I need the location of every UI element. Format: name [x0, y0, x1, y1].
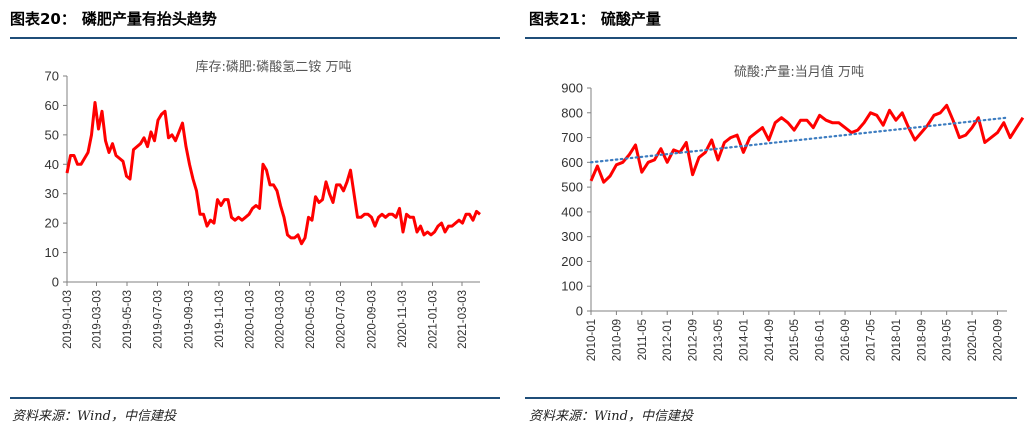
right-chart: 硫酸:产量:当月值 万吨 0 100 200 300 400 500 600 700 800 900…: [561, 64, 1025, 361]
left-x-tick-label: 2020-09-03: [367, 290, 379, 349]
right-x-tick-label: 2014-09: [764, 319, 776, 361]
right-source-note: 资料来源：Wind，中信建投: [529, 409, 693, 424]
right-x-tick-label: 2011-05: [637, 319, 649, 360]
right-x-tick-label: 2020-01: [967, 319, 979, 361]
left-x-tick-label: 2019-07-03: [153, 290, 165, 349]
right-x-tick-label: 2015-05: [789, 319, 801, 361]
left-x-tick-label: 2019-01-03: [62, 290, 74, 349]
left-x-tick-label: 2020-11-03: [397, 290, 409, 348]
left-top-rule: [10, 37, 500, 39]
left-y-tick-label: 40: [45, 157, 59, 172]
left-figure-title: 图表20： 磷肥产量有抬头趋势: [10, 8, 223, 29]
right-x-tick-label: 2016-01: [815, 319, 827, 361]
left-chart-title: 库存:磷肥:磷酸氢二铵 万吨: [196, 59, 352, 75]
left-figure-panel: 图表20： 磷肥产量有抬头趋势 库存:磷肥:磷酸氢二铵 万吨 0 10 20 30 40 50…: [0, 0, 500, 433]
right-bottom-rule: [525, 397, 1017, 399]
right-y-tick-label: 600: [561, 155, 583, 170]
right-series-line: [589, 103, 1025, 184]
right-figure-number: 图表21：: [529, 10, 595, 28]
right-y-tick-label: 500: [561, 180, 583, 195]
right-x-tick-label: 2010-09: [611, 319, 623, 361]
right-top-rule: [525, 37, 1017, 39]
right-y-tick-label: 400: [561, 204, 583, 219]
right-x-tick-label: 2010-01: [586, 319, 598, 361]
left-x-tick-label: 2019-03-03: [92, 290, 104, 349]
left-series-line: [65, 101, 481, 246]
left-x-tick-label: 2020-03-03: [275, 290, 287, 349]
left-chart: 库存:磷肥:磷酸氢二铵 万吨 0 10 20 30 40 50 60 70 2019-01-03 2…: [45, 59, 481, 349]
right-y-tick-label: 0: [576, 304, 583, 319]
right-x-tick-label: 2019-05: [942, 319, 954, 361]
right-y-tick-label: 300: [561, 229, 583, 244]
left-x-tick-label: 2021-01-03: [428, 290, 440, 349]
right-x-tick-label: 2012-09: [688, 319, 700, 361]
left-figure-number: 图表20：: [10, 10, 76, 28]
right-y-tick-label: 700: [561, 130, 583, 145]
right-x-tick-label: 2013-05: [713, 319, 725, 361]
right-y-tick-label: 900: [561, 81, 583, 96]
right-chart-title: 硫酸:产量:当月值 万吨: [734, 64, 864, 80]
right-trend-line: [589, 116, 1009, 164]
left-x-tick-label: 2020-05-03: [305, 290, 317, 349]
left-x-tick-label: 2021-03-03: [457, 290, 469, 349]
left-y-tick-label: 10: [45, 245, 59, 260]
right-x-tick-label: 2018-09: [916, 319, 928, 361]
left-y-tick-label: 60: [45, 98, 59, 113]
right-x-tick-label: 2012-01: [662, 319, 674, 361]
right-figure-title: 图表21： 硫酸产量: [529, 8, 667, 29]
right-x-tick-label: 2017-05: [865, 319, 877, 361]
left-bottom-rule: [10, 397, 500, 399]
left-source-note: 资料来源：Wind，中信建投: [12, 409, 176, 424]
right-y-tick-label: 100: [561, 279, 583, 294]
left-x-tick-label: 2019-09-03: [184, 290, 196, 349]
right-x-tick-label: 2020-09: [992, 319, 1004, 361]
left-y-tick-label: 50: [45, 127, 59, 142]
right-y-tick-label: 800: [561, 105, 583, 120]
left-y-tick-label: 30: [45, 186, 59, 201]
left-x-tick-label: 2020-01-03: [245, 290, 257, 349]
left-y-tick-label: 70: [45, 69, 59, 84]
left-x-tick-label: 2019-11-03: [214, 290, 226, 348]
left-y-tick-label: 20: [45, 216, 59, 231]
left-y-tick-label: 0: [52, 275, 59, 290]
right-x-tick-label: 2016-09: [840, 319, 852, 361]
left-x-tick-label: 2019-05-03: [122, 290, 134, 349]
left-x-tick-label: 2020-07-03: [336, 290, 348, 349]
right-figure-panel: 图表21： 硫酸产量 硫酸:产量:当月值 万吨 0 100 200 300 400 500 60…: [525, 0, 1030, 433]
right-x-tick-label: 2014-01: [738, 319, 750, 361]
right-x-tick-label: 2018-01: [891, 319, 903, 361]
right-figure-title-text: 硫酸产量: [600, 10, 661, 28]
left-figure-title-text: 磷肥产量有抬头趋势: [81, 10, 217, 28]
right-y-tick-label: 200: [561, 254, 583, 269]
